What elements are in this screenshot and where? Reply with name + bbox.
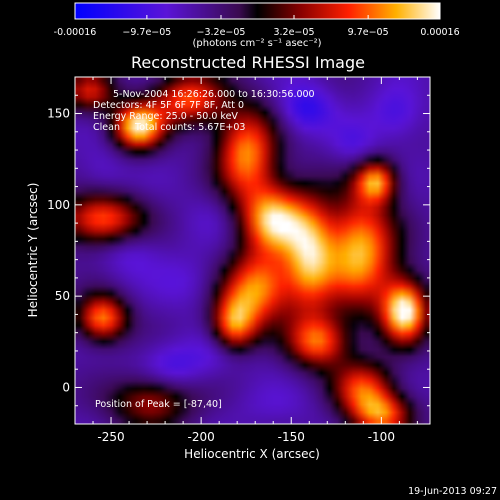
chart-title: Reconstructed RHESSI Image: [131, 53, 365, 72]
heatmap-raster: [75, 77, 430, 424]
colorbar-tick-label: 9.7e−05: [348, 27, 389, 38]
colorbar-tick-label: -0.00016: [54, 27, 97, 38]
x-tick-label: -150: [278, 430, 305, 444]
y-tick-label: 50: [55, 289, 70, 303]
y-axis-label: Heliocentric Y (arcsec): [26, 183, 40, 318]
plot-frame: [74, 76, 431, 425]
colorbar-tick-label: 0.00016: [420, 27, 459, 38]
y-axis-ticks: 0 50 100 150: [47, 94, 430, 407]
y-tick-label: 150: [47, 107, 70, 121]
footer-timestamp: 19-Jun-2013 09:27: [408, 486, 497, 497]
colorbar-frame: [74, 2, 441, 20]
y-tick-label: 100: [47, 198, 70, 212]
colorbar-gradient: [75, 3, 440, 19]
peak-position-label: Position of Peak = [-87,40]: [95, 399, 222, 410]
x-axis-label: Heliocentric X (arcsec): [184, 447, 320, 461]
colorbar-tick-label: −3.2e−05: [197, 27, 246, 38]
x-tick-label: -250: [97, 430, 124, 444]
colorbar-tick-label: −9.7e−05: [122, 27, 171, 38]
annotation-block: 5-Nov-2004 16:26:26.000 to 16:30:56.000 …: [93, 89, 315, 133]
heatmap: [75, 77, 430, 424]
x-tick-label: -100: [368, 430, 395, 444]
y-tick-label: 0: [62, 380, 70, 394]
colorbar-units: (photons cm⁻² s⁻¹ asec⁻²): [192, 38, 321, 49]
x-axis-ticks: -250 -200 -150 -100: [92, 77, 418, 444]
annotation-detectors: Detectors: 4F 5F 6F 7F 8F, Att 0: [93, 100, 244, 111]
x-tick-label: -200: [188, 430, 215, 444]
annotation-time-range: 5-Nov-2004 16:26:26.000 to 16:30:56.000: [113, 89, 315, 100]
colorbar-ticks: -0.00016 −9.7e−05 −3.2e−05 3.2e−05 9.7e−05 0.…: [54, 15, 460, 38]
annotation-energy-range: Energy Range: 25.0 - 50.0 keV: [93, 111, 238, 122]
colorbar-tick-label: 3.2e−05: [273, 27, 314, 38]
colorbar: -0.00016 −9.7e−05 −3.2e−05 3.2e−05 9.7e−05 0.…: [54, 2, 460, 49]
annotation-total-counts: Clean Total counts: 5.67E+03: [93, 122, 245, 133]
